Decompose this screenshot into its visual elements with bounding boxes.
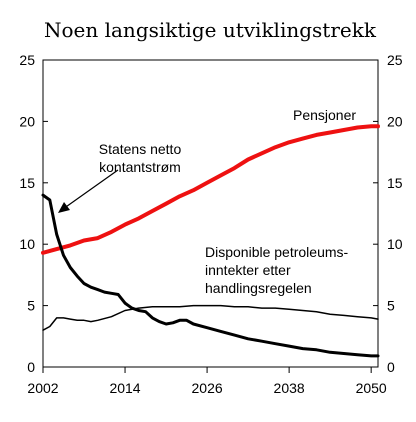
x-tick-label: 2026 [192,380,223,396]
plot-frame [42,59,379,368]
annotation-arrow-line [62,169,119,210]
annotation-arrow-head [58,202,70,213]
y-tick-label-right: 15 [387,175,403,191]
y-tick-label-right: 10 [387,236,403,252]
annotation-kontantstrom: Statens netto [99,141,182,157]
annotation-kontantstrom: kontantstrøm [99,159,181,175]
x-tick-label: 2002 [27,380,58,396]
x-tick-label: 2050 [356,380,387,396]
y-tick-label-left: 0 [27,359,35,375]
series-kontantstrom-line [41,193,380,358]
series-layer [41,124,380,358]
y-tick-label-left: 15 [19,175,35,191]
y-tick-label-left: 5 [27,298,35,314]
annotation-petroleum: inntekter etter [205,262,291,278]
y-tick-label-right: 5 [387,298,395,314]
y-tick-label-right: 20 [387,113,403,129]
x-tick-label: 2038 [274,380,305,396]
y-tick-label-left: 10 [19,236,35,252]
y-tick-label-left: 20 [19,113,35,129]
x-tick-label: 2014 [109,380,140,396]
axes: 0 0 5 5 10 10 15 15 20 20 25 25 2002 2014 2026 2038 2050 [19,52,402,396]
annotation-pensjoner: Pensjoner [293,107,356,123]
chart-title: Noen langsiktige utviklingstrekk [44,18,377,42]
annotation-petroleum: Disponible petroleums- [205,244,349,260]
annotation-petroleum: handlingsregelen [205,280,312,296]
series-pensjoner-line [41,124,380,255]
series-petroleum-line [42,304,379,331]
y-tick-label-right: 25 [387,52,403,68]
annotations: Pensjoner Statens netto kontantstrøm Dispon… [58,107,356,296]
y-tick-label-right: 0 [387,359,395,375]
y-tick-label-left: 25 [19,52,35,68]
